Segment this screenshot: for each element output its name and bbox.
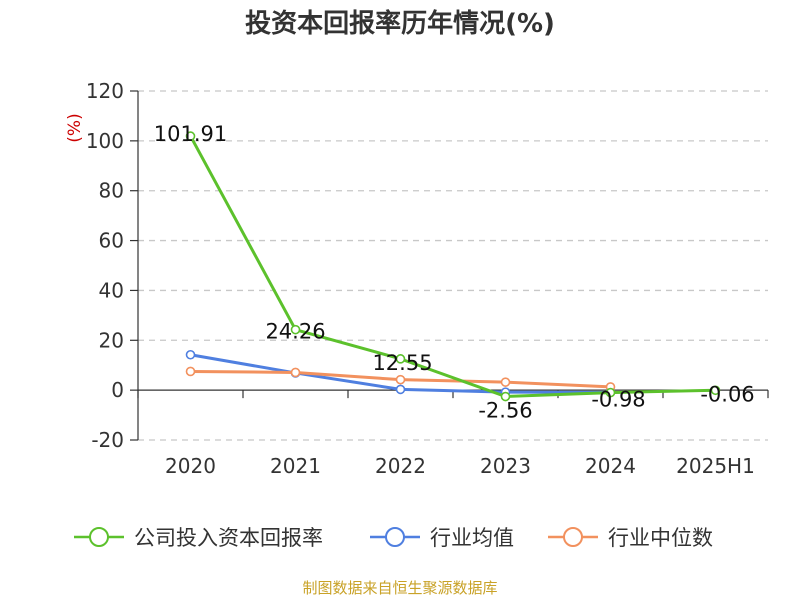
data-label: -2.56 bbox=[478, 399, 532, 423]
x-tick-label: 2022 bbox=[375, 454, 426, 478]
legend-label: 行业中位数 bbox=[608, 526, 713, 550]
series-line bbox=[189, 135, 716, 399]
data-point bbox=[395, 374, 406, 385]
data-point bbox=[710, 385, 721, 396]
y-axis-unit: (%) bbox=[65, 113, 85, 142]
series-1: 101.91 24.26 12.55 -2.56 -0.98 -0.06 bbox=[154, 122, 755, 422]
legend-marker bbox=[385, 527, 405, 547]
legend-item-1[interactable]: 公司投入资本回报率 bbox=[74, 526, 323, 550]
legend-label: 行业均值 bbox=[430, 526, 514, 550]
data-point bbox=[395, 354, 406, 364]
legend-marker bbox=[89, 527, 109, 547]
y-tick-label: 20 bbox=[99, 328, 124, 352]
y-tick-label: 120 bbox=[86, 79, 124, 103]
y-tick-label: -20 bbox=[91, 428, 124, 452]
data-point bbox=[395, 384, 406, 395]
data-label: -0.98 bbox=[591, 388, 645, 412]
x-tick-label: 2023 bbox=[480, 454, 531, 478]
legend-label: 公司投入资本回报率 bbox=[134, 526, 323, 550]
data-label: -0.06 bbox=[700, 382, 754, 406]
data-point bbox=[500, 391, 511, 402]
data-point bbox=[185, 366, 196, 377]
y-axis: 120 100 80 60 40 20 0 -20 bbox=[86, 79, 139, 452]
data-point bbox=[500, 377, 511, 387]
y-tick-label: 100 bbox=[86, 129, 124, 153]
y-tick-label: 60 bbox=[99, 229, 124, 253]
series-layer: 101.91 24.26 12.55 -2.56 -0.98 -0.06 bbox=[154, 122, 755, 422]
series-3 bbox=[185, 366, 616, 392]
data-point bbox=[605, 387, 616, 398]
x-tick-label: 2024 bbox=[585, 454, 636, 478]
data-point bbox=[290, 367, 301, 378]
legend-item-3[interactable]: 行业中位数 bbox=[548, 526, 713, 550]
data-point bbox=[290, 324, 301, 335]
legend: 公司投入资本回报率 行业均值 行业中位数 bbox=[74, 526, 713, 550]
data-label: 101.91 bbox=[154, 122, 227, 146]
legend-marker bbox=[563, 527, 583, 547]
chart-title: 投资本回报率历年情况(%) bbox=[245, 8, 555, 39]
x-tick-label: 2020 bbox=[165, 454, 216, 478]
x-tick-label: 2025H1 bbox=[676, 454, 755, 478]
data-label: 24.26 bbox=[265, 320, 325, 344]
grid bbox=[138, 90, 768, 441]
y-tick-label: 80 bbox=[99, 179, 124, 203]
data-label: 12.55 bbox=[372, 351, 432, 375]
source-note: 制图数据来自恒生聚源数据库 bbox=[302, 579, 497, 597]
x-axis: 2020 2021 2022 2023 2024 2025H1 bbox=[137, 389, 769, 478]
data-point bbox=[185, 131, 196, 141]
x-tick-label: 2021 bbox=[270, 454, 321, 478]
y-tick-label: 40 bbox=[99, 278, 124, 302]
legend-item-2[interactable]: 行业均值 bbox=[370, 526, 514, 550]
y-tick-label: 0 bbox=[111, 378, 124, 402]
data-point bbox=[185, 349, 196, 360]
